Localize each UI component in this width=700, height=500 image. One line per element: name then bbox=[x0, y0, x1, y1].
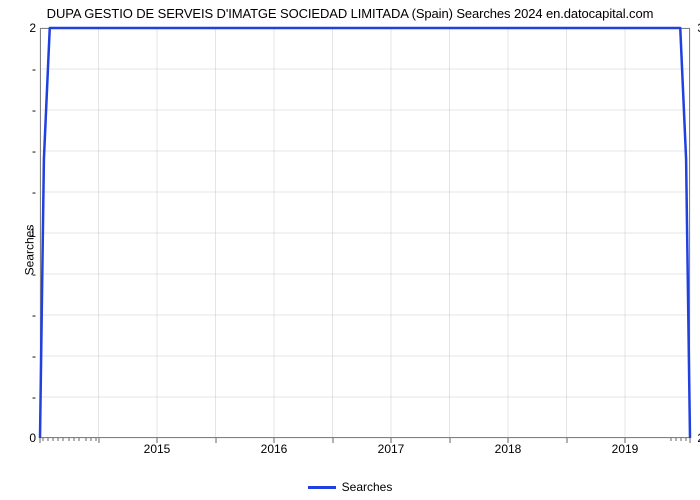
ytick-left: 2 bbox=[24, 21, 36, 35]
chart-svg bbox=[40, 28, 690, 438]
xtick-mark bbox=[449, 438, 450, 443]
xtick-label: 2017 bbox=[378, 442, 405, 456]
xtick-mark bbox=[508, 438, 509, 443]
legend: Searches bbox=[0, 480, 700, 494]
xtick-minor-mark bbox=[68, 438, 69, 441]
xtick-minor-mark bbox=[47, 438, 48, 441]
ytick-minor: - bbox=[32, 308, 36, 322]
ytick-minor: - bbox=[32, 62, 36, 76]
xtick-mark bbox=[332, 438, 333, 443]
xtick-mark bbox=[690, 438, 691, 443]
xtick-minor-mark bbox=[73, 438, 74, 441]
plot-area: 012--------2320152016201720182019 bbox=[40, 28, 690, 438]
xtick-mark bbox=[157, 438, 158, 443]
ytick-minor: - bbox=[32, 144, 36, 158]
xtick-mark bbox=[566, 438, 567, 443]
xtick-minor-mark bbox=[95, 438, 96, 441]
legend-swatch bbox=[308, 486, 336, 489]
xtick-mark bbox=[274, 438, 275, 443]
ytick-minor: - bbox=[32, 185, 36, 199]
ytick-minor: - bbox=[32, 103, 36, 117]
ytick-minor: - bbox=[32, 267, 36, 281]
xtick-label: 2019 bbox=[612, 442, 639, 456]
xtick-minor-mark bbox=[90, 438, 91, 441]
xtick-minor-mark bbox=[670, 438, 671, 441]
ytick-left: 0 bbox=[24, 431, 36, 445]
xtick-minor-mark bbox=[79, 438, 80, 441]
xtick-minor-mark bbox=[686, 438, 687, 441]
xtick-mark bbox=[391, 438, 392, 443]
xtick-mark bbox=[40, 438, 41, 443]
xtick-minor-mark bbox=[680, 438, 681, 441]
chart-title: DUPA GESTIO DE SERVEIS D'IMATGE SOCIEDAD… bbox=[0, 6, 700, 21]
xtick-minor-mark bbox=[58, 438, 59, 441]
xtick-minor-mark bbox=[43, 438, 44, 441]
xtick-minor-mark bbox=[53, 438, 54, 441]
ytick-minor: - bbox=[32, 390, 36, 404]
xtick-minor-mark bbox=[85, 438, 86, 441]
xtick-mark bbox=[625, 438, 626, 443]
xtick-label: 2016 bbox=[261, 442, 288, 456]
ytick-left: 1 bbox=[24, 226, 36, 240]
xtick-minor-mark bbox=[675, 438, 676, 441]
xtick-minor-mark bbox=[63, 438, 64, 441]
xtick-mark bbox=[98, 438, 99, 443]
xtick-label: 2018 bbox=[495, 442, 522, 456]
xtick-mark bbox=[215, 438, 216, 443]
legend-label: Searches bbox=[342, 480, 393, 494]
ytick-minor: - bbox=[32, 349, 36, 363]
xtick-label: 2015 bbox=[144, 442, 171, 456]
